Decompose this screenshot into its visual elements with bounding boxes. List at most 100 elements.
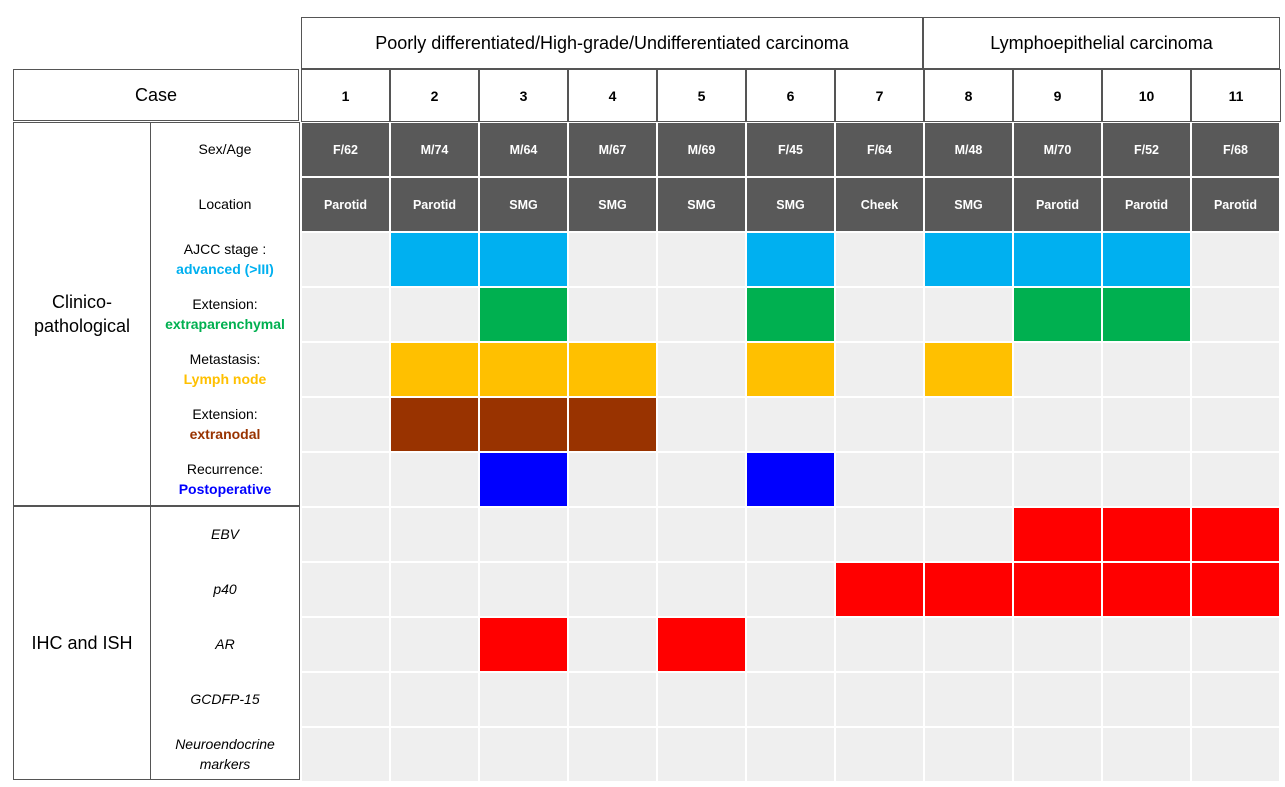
feature-cell-absent xyxy=(302,288,389,341)
feature-cell-present xyxy=(480,398,567,451)
feature-cell-absent xyxy=(302,618,389,671)
feature-cell-absent xyxy=(747,728,834,781)
feature-cell-absent xyxy=(1192,453,1279,506)
feature-cell-present xyxy=(1103,288,1190,341)
feature-cell-absent xyxy=(1103,453,1190,506)
feature-cell-absent xyxy=(391,563,478,616)
feature-cell-absent xyxy=(302,453,389,506)
feature-cell-absent xyxy=(658,398,745,451)
feature-cell-present xyxy=(747,343,834,396)
feature-cell-absent xyxy=(925,288,1012,341)
feature-cell-absent xyxy=(925,453,1012,506)
feature-cell-absent xyxy=(925,618,1012,671)
info-cell: M/69 xyxy=(658,123,745,176)
feature-cell-absent xyxy=(1192,343,1279,396)
row-label-sub: Lymph node xyxy=(183,370,267,387)
case-header-label: Case xyxy=(134,84,178,105)
row-label-5: Extension: extranodal xyxy=(151,397,299,452)
feature-cell-present xyxy=(480,618,567,671)
row-label-1: Location xyxy=(151,177,299,232)
feature-cell-absent xyxy=(391,728,478,781)
case-number-7: 7 xyxy=(835,69,924,122)
case-number-label: 7 xyxy=(875,87,884,104)
info-cell: Parotid xyxy=(391,178,478,231)
case-number-10: 10 xyxy=(1102,69,1191,122)
feature-cell-absent xyxy=(569,233,656,286)
row-label-text: AJCC stage : xyxy=(183,240,267,257)
feature-cell-absent xyxy=(925,673,1012,726)
section-ihc-ish: IHC and ISH xyxy=(13,506,151,780)
feature-cell-absent xyxy=(658,728,745,781)
feature-cell-absent xyxy=(391,288,478,341)
info-cell: SMG xyxy=(925,178,1012,231)
feature-cell-absent xyxy=(836,508,923,561)
feature-cell-absent xyxy=(302,233,389,286)
feature-cell-present xyxy=(391,233,478,286)
group-header-lymphoepithelial: Lymphoepithelial carcinoma xyxy=(923,17,1280,69)
row-label-sub: advanced (>III) xyxy=(176,260,274,277)
info-cell: SMG xyxy=(747,178,834,231)
feature-cell-present xyxy=(925,563,1012,616)
feature-cell-absent xyxy=(658,508,745,561)
case-header: Case xyxy=(13,69,299,121)
feature-cell-absent xyxy=(658,673,745,726)
feature-cell-present xyxy=(1014,508,1101,561)
feature-cell-present xyxy=(1192,563,1279,616)
feature-cell-absent xyxy=(658,563,745,616)
feature-cell-absent xyxy=(302,563,389,616)
case-number-2: 2 xyxy=(390,69,479,122)
feature-cell-absent xyxy=(1103,728,1190,781)
feature-cell-absent xyxy=(747,618,834,671)
feature-cell-absent xyxy=(1192,233,1279,286)
feature-cell-absent xyxy=(1014,343,1101,396)
group-header-poorly-differentiated: Poorly differentiated/High-grade/Undiffe… xyxy=(301,17,923,69)
case-number-1: 1 xyxy=(301,69,390,122)
row-label-6: Recurrence: Postoperative xyxy=(151,452,299,507)
info-cell: F/68 xyxy=(1192,123,1279,176)
section-label: IHC and ISH xyxy=(31,632,133,653)
row-label-8: p40 xyxy=(151,562,299,617)
feature-cell-absent xyxy=(925,508,1012,561)
case-number-label: 3 xyxy=(519,87,528,104)
row-label-7: EBV xyxy=(151,507,299,562)
case-number-5: 5 xyxy=(657,69,746,122)
case-number-label: 6 xyxy=(786,87,795,104)
info-cell: F/52 xyxy=(1103,123,1190,176)
feature-cell-absent xyxy=(747,398,834,451)
row-label-0: Sex/Age xyxy=(151,122,299,177)
row-label-text: EBV xyxy=(210,525,239,542)
row-labels-ihc xyxy=(150,506,300,780)
feature-cell-present xyxy=(1014,288,1101,341)
row-label-9: AR xyxy=(151,617,299,672)
section-clinicopathological: Clinico-pathological xyxy=(13,122,151,506)
row-label-text: Neuroendocrine markers xyxy=(175,735,275,772)
info-cell: SMG xyxy=(569,178,656,231)
feature-cell-absent xyxy=(658,233,745,286)
feature-cell-absent xyxy=(1103,398,1190,451)
feature-cell-absent xyxy=(836,728,923,781)
feature-cell-absent xyxy=(391,508,478,561)
row-label-text: Extension: xyxy=(192,295,258,312)
row-label-text: p40 xyxy=(213,580,237,597)
feature-cell-present xyxy=(1103,508,1190,561)
feature-cell-absent xyxy=(658,288,745,341)
feature-cell-present xyxy=(1103,233,1190,286)
case-number-label: 9 xyxy=(1053,87,1062,104)
feature-cell-absent xyxy=(302,398,389,451)
feature-cell-absent xyxy=(480,563,567,616)
feature-cell-absent xyxy=(302,343,389,396)
feature-cell-absent xyxy=(836,288,923,341)
feature-cell-absent xyxy=(1192,288,1279,341)
row-label-text: Recurrence: xyxy=(186,460,264,477)
case-number-8: 8 xyxy=(924,69,1013,122)
feature-cell-present xyxy=(747,453,834,506)
feature-cell-present xyxy=(836,563,923,616)
feature-cell-absent xyxy=(925,728,1012,781)
case-number-3: 3 xyxy=(479,69,568,122)
info-cell: Cheek xyxy=(836,178,923,231)
feature-cell-present xyxy=(480,343,567,396)
feature-cell-absent xyxy=(569,563,656,616)
group-header-label: Lymphoepithelial carcinoma xyxy=(990,32,1213,53)
info-cell: Parotid xyxy=(1103,178,1190,231)
row-label-4: Metastasis: Lymph node xyxy=(151,342,299,397)
